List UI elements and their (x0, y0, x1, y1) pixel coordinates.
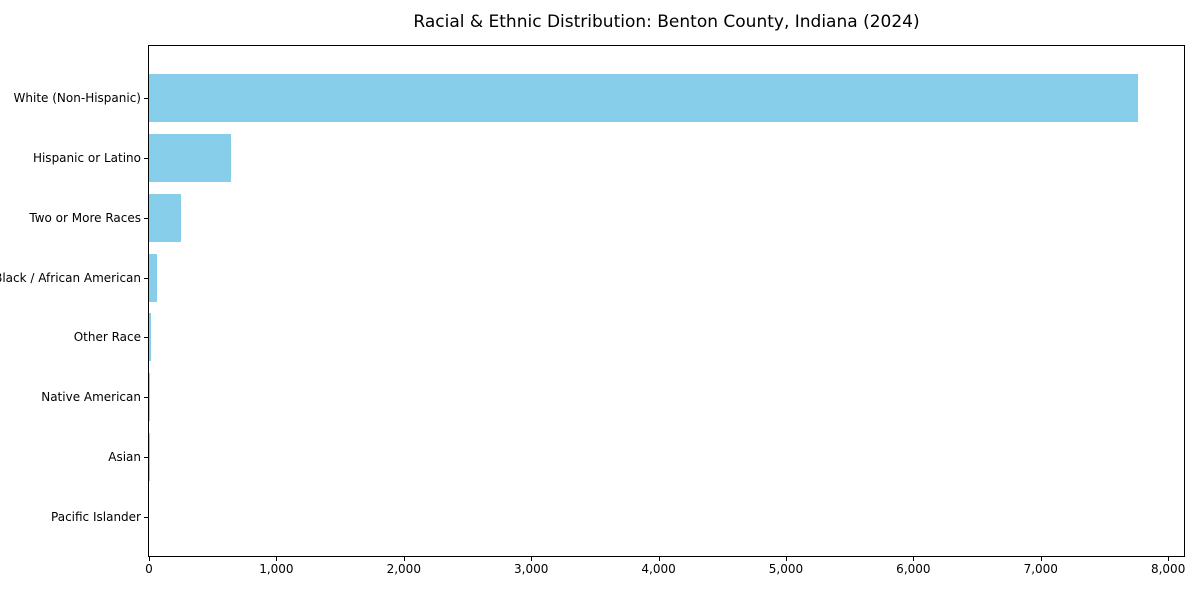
plot-area: White (Non-Hispanic) Hispanic or Latino Tw… (0, 45, 1185, 576)
x-axis-tick-label: 7,000 (1023, 562, 1058, 576)
y-axis-label: Other Race (73, 330, 141, 345)
y-axis-tick (144, 517, 148, 518)
chart-title: Racial & Ethnic Distribution: Benton Cou… (413, 12, 920, 32)
x-axis-tick (785, 557, 787, 561)
y-axis-label: Asian (108, 450, 141, 465)
x-axis-tick (1040, 557, 1042, 561)
y-axis-tick (144, 157, 148, 159)
x-axis-tick (149, 557, 150, 561)
y-axis-tick (144, 217, 148, 219)
bar-white-non-hispanic (149, 74, 1138, 122)
y-axis-tick (144, 337, 148, 339)
y-axis-label: Two or More Races (29, 210, 141, 225)
bar-other-race (149, 313, 151, 362)
bar-hispanic-or-latino (149, 133, 232, 182)
y-axis-label: Hispanic or Latino (32, 150, 141, 165)
y-axis-tick (144, 397, 148, 399)
x-axis-tick-label: 8,000 (1150, 562, 1186, 576)
x-axis-tick-label: 5,000 (768, 562, 804, 576)
x-axis-tick-label: 0 (145, 562, 153, 576)
x-axis-tick-label: 2,000 (386, 562, 421, 576)
x-axis-tick (913, 557, 915, 561)
x-axis-tick (1168, 557, 1170, 561)
y-axis-tick (144, 277, 148, 279)
x-axis-tick (403, 557, 405, 561)
x-axis-tick-label: 3,000 (513, 562, 549, 576)
x-axis-tick-label: 6,000 (896, 562, 931, 576)
y-axis-tick (144, 457, 148, 459)
bar-black-african-american (149, 253, 158, 302)
x-axis-tick (531, 557, 533, 561)
x-axis-tick (276, 557, 278, 561)
y-axis-label: White (Non-Hispanic) (13, 91, 141, 105)
y-axis-label: Black / African American (0, 270, 141, 285)
y-axis-label: Pacific Islander (51, 510, 141, 524)
y-axis-label: Native American (41, 390, 141, 405)
x-axis-tick (658, 557, 660, 561)
x-axis-tick-label: 1,000 (259, 562, 294, 576)
x-axis-tick-label: 4,000 (641, 562, 676, 576)
y-axis-tick (144, 98, 148, 99)
bar-two-or-more-races (149, 193, 181, 242)
